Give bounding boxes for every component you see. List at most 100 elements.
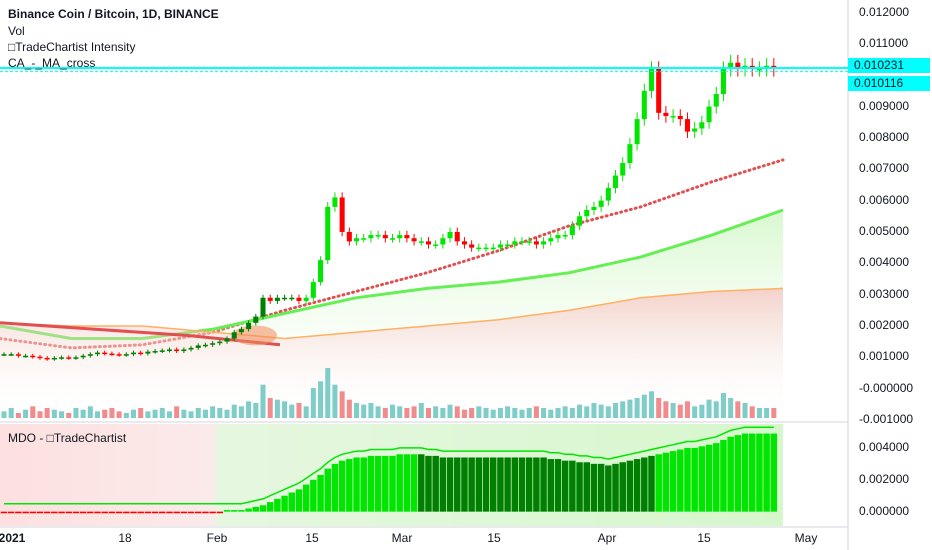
candle-body xyxy=(210,343,216,345)
candle-body xyxy=(720,68,726,95)
oscillator-bar xyxy=(187,511,195,514)
candle-body xyxy=(677,115,683,120)
candle-body xyxy=(296,297,302,301)
oscillator-bar xyxy=(576,462,583,512)
y-tick-label: 0.006000 xyxy=(859,192,910,207)
candle-body xyxy=(461,241,467,245)
candle-body xyxy=(109,353,115,356)
oscillator-bar xyxy=(713,443,720,512)
oscillator-bar xyxy=(698,446,706,512)
y-tick-label: 0.002000 xyxy=(859,317,910,332)
oscillator-bar xyxy=(425,455,432,512)
candle-body xyxy=(260,297,266,317)
candle-body xyxy=(469,244,475,248)
oscillator-bar xyxy=(180,511,188,514)
candle-body xyxy=(44,357,50,360)
oscillator-signal-line xyxy=(4,426,774,505)
oscillator-bar xyxy=(489,457,497,512)
candle-body xyxy=(598,200,604,207)
candle-body xyxy=(138,352,144,355)
volume-bar xyxy=(332,384,338,418)
volume-bar xyxy=(476,406,482,418)
candle-body xyxy=(555,235,561,239)
volume-bar xyxy=(361,404,367,418)
oscillator-bar xyxy=(389,455,396,512)
candle-body xyxy=(174,349,180,352)
oscillator-bar xyxy=(382,455,389,512)
volume-bar xyxy=(195,408,201,418)
indicator-label-volume[interactable]: Vol xyxy=(8,24,25,38)
candle-body xyxy=(231,332,237,339)
volume-bar xyxy=(116,411,122,418)
candle-body xyxy=(519,241,525,243)
oscillator-bar xyxy=(691,447,698,512)
oscillator-y-tick-label: 0.000000 xyxy=(859,503,910,518)
volume-bar xyxy=(505,406,511,418)
y-tick-label: 0.008000 xyxy=(859,129,910,144)
candle-body xyxy=(8,354,14,356)
volume-bar xyxy=(749,406,755,418)
volume-bar xyxy=(569,408,575,418)
candle-body xyxy=(1,354,7,356)
candle-body xyxy=(627,144,633,163)
candle-body xyxy=(505,244,511,246)
candle-body xyxy=(497,244,503,248)
oscillator-bar xyxy=(619,462,626,512)
indicator-label-ma-cross[interactable]: CA_-_MA_cross xyxy=(8,56,96,70)
candle-body xyxy=(30,355,36,358)
volume-bar xyxy=(577,404,583,418)
ma-orange-line-fill xyxy=(0,288,783,420)
oscillator-bar xyxy=(123,511,130,514)
oscillator-bar xyxy=(79,511,87,514)
candle-body xyxy=(577,216,583,226)
candle-body xyxy=(73,357,79,359)
volume-bar xyxy=(634,398,640,418)
oscillator-title[interactable]: MDO - □TradeChartist xyxy=(8,431,127,445)
candle-body xyxy=(397,235,403,239)
price-badge-upper: 0.010231 xyxy=(848,58,930,73)
oscillator-bar xyxy=(202,511,209,514)
volume-bar xyxy=(512,408,518,418)
volume-bar xyxy=(541,408,547,418)
oscillator-bar xyxy=(252,506,260,512)
candle-body xyxy=(318,260,324,283)
candle-body xyxy=(303,297,309,301)
candle-body xyxy=(663,112,669,116)
volume-bar xyxy=(246,401,252,418)
oscillator-bar xyxy=(605,465,612,512)
candle-body xyxy=(66,357,72,359)
oscillator-bar xyxy=(626,460,634,512)
volume-bar xyxy=(490,409,496,418)
volume-bar xyxy=(310,388,316,418)
oscillator-bar xyxy=(216,511,224,514)
candle-body xyxy=(440,238,446,245)
oscillator-bar xyxy=(108,511,116,514)
candle-body xyxy=(217,341,223,344)
volume-bar xyxy=(663,401,669,418)
y-tick-label: 0.004000 xyxy=(859,255,910,270)
volume-bar xyxy=(296,403,302,418)
oscillator-bar xyxy=(58,511,65,514)
x-tick-label: 18 xyxy=(118,531,132,545)
volume-bar xyxy=(188,411,194,418)
y-tick-label: 0.009000 xyxy=(859,98,910,113)
oscillator-bar xyxy=(439,457,447,512)
volume-bar xyxy=(354,403,360,418)
candle-body xyxy=(476,247,482,250)
volume-bar xyxy=(461,409,467,418)
candle-body xyxy=(490,247,496,250)
volume-bar xyxy=(641,394,647,418)
volume-bar xyxy=(555,408,561,418)
oscillator-bar xyxy=(547,459,555,512)
volume-bar xyxy=(109,408,115,418)
candle-body xyxy=(656,68,662,113)
ma-orange-line xyxy=(0,287,784,340)
indicator-label-intensity[interactable]: □TradeChartist Intensity xyxy=(8,40,136,54)
volume-bar xyxy=(202,409,208,418)
volume-bar xyxy=(771,408,777,418)
volume-bar xyxy=(274,399,280,418)
oscillator-bar xyxy=(468,457,475,512)
oscillator-bar xyxy=(662,452,670,512)
x-tick-label: 15 xyxy=(697,531,711,545)
